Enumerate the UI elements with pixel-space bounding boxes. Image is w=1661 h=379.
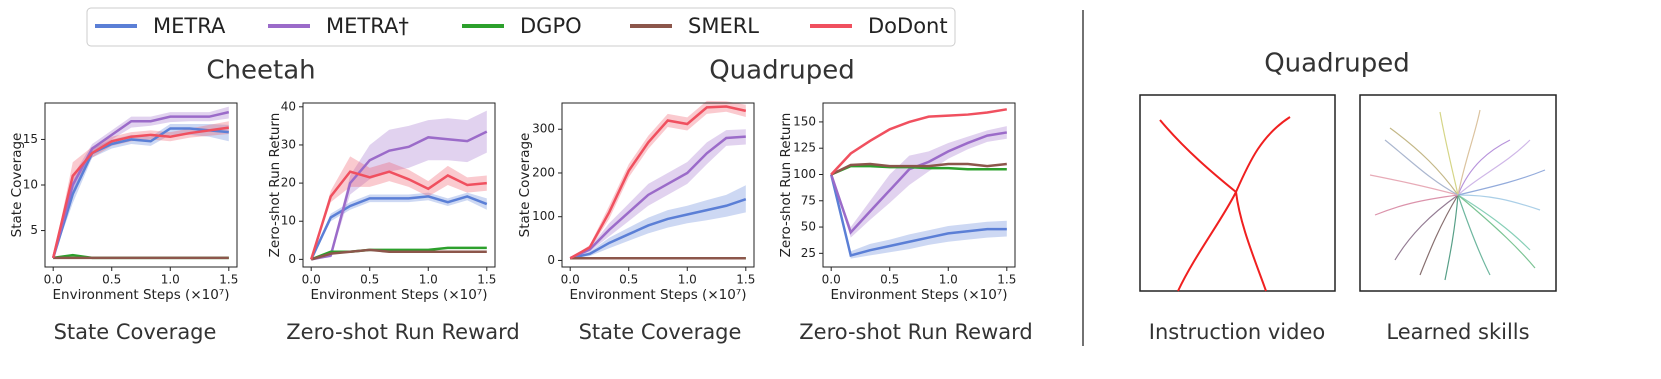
legend-label: METRA — [153, 14, 226, 38]
x-tick-label: 0.0 — [44, 273, 63, 287]
x-tick-label: 1.0 — [419, 273, 438, 287]
x-tick-label: 0.0 — [561, 273, 580, 287]
y-tick-label: 300 — [532, 122, 555, 136]
series-line — [51, 126, 229, 259]
series-line — [310, 170, 487, 260]
series-line — [830, 164, 1007, 176]
series-line — [569, 135, 746, 260]
y-tick-label: 20 — [281, 176, 296, 190]
legend: METRA METRA† DGPO SMERL DoDont — [95, 14, 948, 38]
error-band — [570, 129, 746, 259]
legend-label: DGPO — [520, 14, 582, 38]
x-axis-label: Environment Steps (×10⁷) — [311, 287, 488, 303]
plot-frame — [302, 102, 496, 268]
y-axis-label: Zero-shot Run Return — [778, 113, 794, 258]
y-tick-label: 75 — [801, 193, 816, 207]
series-line — [569, 105, 747, 260]
y-tick-label: 0 — [547, 253, 555, 267]
x-tick-label: 0.0 — [822, 273, 841, 287]
plot-frame — [561, 102, 755, 268]
chart-caption: Zero-shot Run Reward — [799, 320, 1032, 344]
instruction-trajectory — [1159, 116, 1291, 292]
y-tick-label: 50 — [801, 220, 816, 234]
y-tick-label: 100 — [532, 209, 555, 223]
series-line — [310, 248, 487, 261]
error-band — [53, 121, 229, 258]
legend-label: DoDont — [868, 14, 948, 38]
chart-caption: Zero-shot Run Reward — [286, 320, 519, 344]
plot-frame — [822, 102, 1016, 268]
series-line — [51, 127, 229, 259]
error-band — [311, 110, 487, 260]
y-axis-label: State Coverage — [9, 133, 25, 238]
legend-label: METRA† — [326, 14, 409, 38]
x-tick-label: 1.5 — [997, 273, 1016, 287]
series-line — [310, 130, 488, 261]
y-tick-label: 200 — [532, 165, 555, 179]
learned-skills — [1369, 109, 1546, 281]
panel-caption: Instruction video — [1149, 320, 1325, 344]
error-band — [831, 174, 1007, 259]
y-tick-label: 10 — [281, 214, 296, 228]
y-tick-label: 30 — [281, 137, 296, 151]
x-tick-label: 0.5 — [360, 273, 379, 287]
x-tick-label: 1.5 — [219, 273, 238, 287]
y-axis-label: Zero-shot Run Return — [267, 113, 283, 258]
x-axis-label: Environment Steps (×10⁷) — [570, 287, 747, 303]
group-title: Quadruped — [709, 56, 855, 86]
x-tick-label: 0.5 — [619, 273, 638, 287]
series-line — [830, 162, 1007, 176]
image-frame — [1139, 94, 1336, 292]
error-band — [53, 123, 229, 258]
y-tick-label: 10 — [23, 178, 38, 192]
chart-caption: State Coverage — [579, 320, 742, 344]
series-line — [51, 110, 230, 259]
group-title: Cheetah — [206, 56, 315, 86]
x-tick-label: 1.0 — [161, 273, 180, 287]
panel-caption: Learned skills — [1386, 320, 1529, 344]
y-tick-label: 5 — [30, 223, 38, 237]
x-axis-label: Environment Steps (×10⁷) — [831, 287, 1008, 303]
x-tick-label: 0.5 — [102, 273, 121, 287]
x-tick-label: 0.5 — [880, 273, 899, 287]
series-line — [830, 131, 1007, 235]
series-line — [830, 108, 1007, 176]
chart-caption: State Coverage — [54, 320, 217, 344]
error-band — [311, 192, 487, 260]
legend-label: SMERL — [688, 14, 759, 38]
series-line — [829, 174, 1007, 257]
series-line — [569, 198, 747, 260]
y-tick-label: 150 — [793, 114, 816, 128]
x-tick-label: 1.5 — [477, 273, 496, 287]
y-tick-label: 100 — [793, 167, 816, 181]
y-tick-label: 25 — [801, 246, 816, 260]
legend-box — [86, 7, 956, 47]
series-line — [310, 195, 488, 260]
y-tick-label: 15 — [23, 132, 38, 146]
x-tick-label: 1.0 — [939, 273, 958, 287]
y-tick-label: 40 — [281, 99, 296, 113]
error-band — [831, 126, 1007, 238]
x-tick-label: 1.0 — [678, 273, 697, 287]
x-axis-label: Environment Steps (×10⁷) — [53, 287, 230, 303]
x-tick-label: 0.0 — [302, 273, 321, 287]
error-band — [311, 156, 487, 260]
y-axis-label: State Coverage — [517, 133, 533, 238]
x-tick-label: 1.5 — [736, 273, 755, 287]
y-tick-label: 0 — [288, 252, 296, 266]
panel-title: Quadruped — [1264, 49, 1410, 79]
y-tick-label: 125 — [793, 141, 816, 155]
